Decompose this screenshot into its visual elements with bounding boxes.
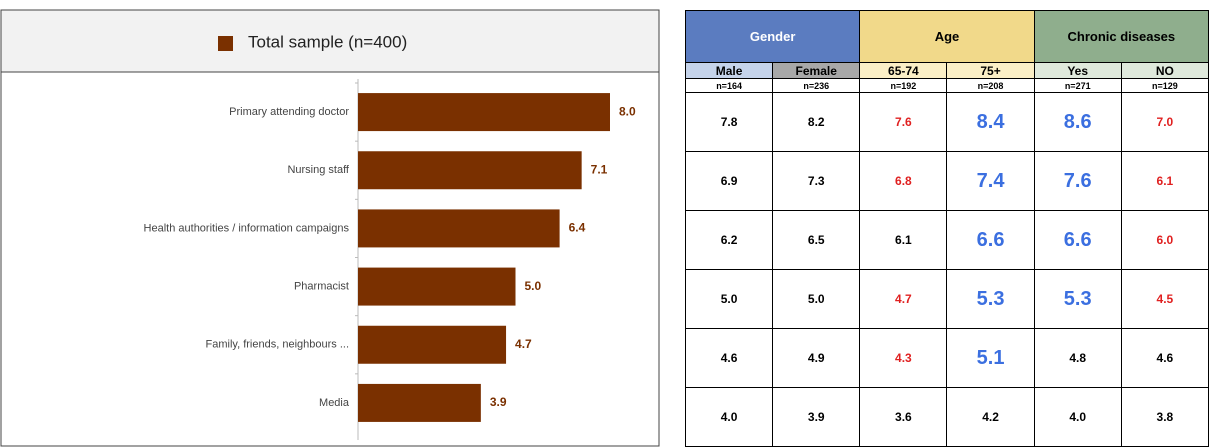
legend-swatch [218,36,233,51]
cell: 4.3 [859,328,948,388]
cell: 4.9 [772,328,861,388]
cell: 7.3 [772,151,861,211]
cell: 6.6 [946,210,1035,270]
n-cell: n=271 [1033,78,1122,93]
n-row: n=164 n=236 n=192 n=208 n=271 n=129 [684,78,1209,93]
cell: 3.9 [772,387,861,447]
cell: 4.5 [1120,269,1209,329]
n-cell: n=236 [772,78,861,93]
group-header: Age [859,10,1035,63]
cell: 4.2 [946,387,1035,447]
cell: 4.7 [859,269,948,329]
legend-box [0,9,660,73]
cell: 3.8 [1120,387,1209,447]
value-label: 5.0 [525,279,542,293]
group-header: Chronic diseases [1033,10,1209,63]
cell: 7.4 [946,151,1035,211]
category-label: Pharmacist [294,280,349,292]
group-header: Gender [684,10,861,63]
bar [358,267,516,306]
column-header: NO [1120,62,1209,79]
bar [358,325,507,364]
bar [358,93,610,132]
column-header: 65-74 [859,62,948,79]
cell: 5.1 [946,328,1035,388]
bar [358,209,560,248]
cell: 5.3 [1033,269,1122,329]
value-label: 7.1 [591,162,608,176]
value-label: 8.0 [619,104,636,118]
data-row: 6.9 7.3 6.8 7.4 7.6 6.1 [684,151,1209,211]
cell: 7.6 [1033,151,1122,211]
category-label: Primary attending doctor [229,106,349,118]
n-cell: n=164 [684,78,774,93]
cell: 7.0 [1120,92,1209,152]
cell: 7.8 [684,92,774,152]
data-row: 4.6 4.9 4.3 5.1 4.8 4.6 [684,328,1209,388]
data-row: 4.0 3.9 3.6 4.2 4.0 3.8 [684,387,1209,447]
cell: 4.0 [684,387,774,447]
n-cell: n=129 [1120,78,1209,93]
cell: 6.0 [1120,210,1209,270]
data-row: 7.8 8.2 7.6 8.4 8.6 7.0 [684,92,1209,152]
legend-label: Total sample (n=400) [248,32,407,51]
cell: 4.6 [684,328,774,388]
cell: 8.4 [946,92,1035,152]
cell: 5.3 [946,269,1035,329]
cell: 7.6 [859,92,948,152]
column-header: 75+ [946,62,1035,79]
data-row: 6.2 6.5 6.1 6.6 6.6 6.0 [684,210,1209,270]
bar [358,151,582,190]
column-row: Male Female 65-74 75+ Yes NO [684,62,1209,79]
cell: 6.9 [684,151,774,211]
column-header: Yes [1033,62,1122,79]
group-row: Gender Age Chronic diseases [684,10,1209,63]
cell: 4.0 [1033,387,1122,447]
category-label: Family, friends, neighbours ... [206,339,349,351]
cell: 6.2 [684,210,774,270]
cell: 6.8 [859,151,948,211]
value-label: 4.7 [515,337,532,351]
cell: 8.2 [772,92,861,152]
cell: 4.8 [1033,328,1122,388]
cell: 5.0 [772,269,861,329]
n-cell: n=208 [946,78,1035,93]
cell: 5.0 [684,269,774,329]
cell: 6.5 [772,210,861,270]
cell: 6.6 [1033,210,1122,270]
column-header: Female [772,62,861,79]
value-label: 6.4 [569,221,586,235]
value-label: 3.9 [490,395,507,409]
category-label: Nursing staff [287,164,349,176]
chart: Total sample (n=400) Primary attending d… [0,9,660,447]
n-cell: n=192 [859,78,948,93]
cell: 4.6 [1120,328,1209,388]
column-header: Male [684,62,774,79]
bar [358,383,481,422]
cell: 8.6 [1033,92,1122,152]
cell: 6.1 [859,210,948,270]
category-label: Media [319,397,350,409]
cell: 6.1 [1120,151,1209,211]
table: Gender Age Chronic diseases Male Female 65-7… [684,10,1209,447]
category-label: Health authorities / information campaig… [144,222,350,234]
cell: 3.6 [859,387,948,447]
data-row: 5.0 5.0 4.7 5.3 5.3 4.5 [684,269,1209,329]
